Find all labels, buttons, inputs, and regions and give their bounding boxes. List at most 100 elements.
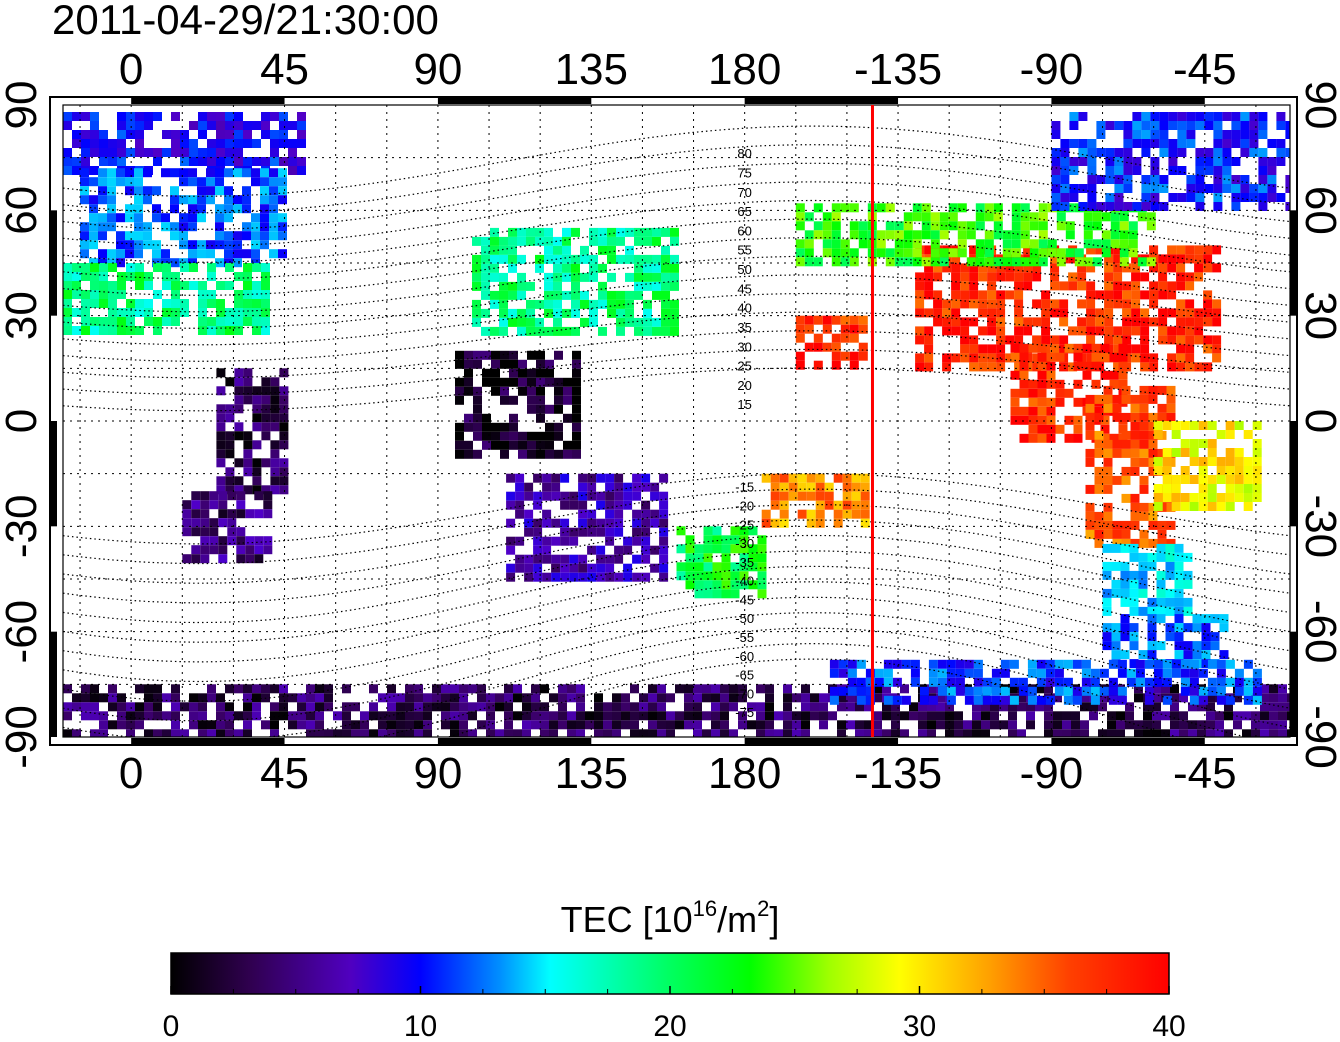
tec-cell [1096, 148, 1106, 157]
tec-cell [1009, 695, 1019, 705]
tec-cell [804, 315, 814, 325]
tec-cell [1056, 257, 1066, 267]
tec-cell [455, 395, 464, 405]
tec-cell [551, 491, 561, 501]
tec-cell [1167, 281, 1177, 291]
tec-cell [540, 702, 549, 712]
tec-cell [756, 702, 765, 712]
tec-cell [1149, 299, 1159, 309]
tec-cell [991, 695, 1001, 705]
tec-cell [234, 317, 243, 326]
tec-cell [945, 729, 954, 737]
tec-cell [1100, 433, 1110, 443]
tec-region-new-zealand [676, 526, 767, 599]
tec-cell [90, 166, 99, 175]
tec-cell [1153, 430, 1163, 439]
tec-cell [243, 485, 253, 495]
tec-cell [928, 677, 938, 687]
tec-cell [1141, 202, 1151, 211]
tec-cell [569, 491, 579, 501]
tec-cell [1123, 184, 1133, 193]
tec-cell [297, 693, 306, 703]
tec-cell [951, 254, 961, 264]
tec-cell [1086, 299, 1096, 309]
tec-cell [1073, 424, 1083, 434]
tec-cell [180, 729, 189, 737]
tec-cell [567, 729, 576, 737]
tec-cell [263, 545, 273, 555]
tec-cell [536, 440, 545, 450]
tec-cell [1080, 702, 1089, 712]
tec-cell [1185, 299, 1195, 309]
colorbar-tick-label: 20 [653, 1010, 686, 1042]
tec-cell [1204, 148, 1214, 157]
tec-cell [1185, 317, 1195, 327]
tec-cell [1044, 711, 1053, 721]
tec-cell [996, 299, 1006, 309]
tec-cell [892, 677, 902, 687]
tec-cell [587, 491, 597, 501]
tec-cell [1126, 677, 1136, 687]
tec-cell [831, 230, 841, 240]
tec-cell [948, 248, 958, 258]
tec-cell [1150, 130, 1160, 139]
tec-cell [1215, 711, 1224, 721]
tec-cell [1162, 466, 1172, 475]
tec-cell [288, 148, 297, 157]
tec-cell [576, 711, 585, 721]
tec-cell [937, 659, 947, 669]
tec-cell [563, 413, 572, 423]
tec-cell [522, 693, 531, 703]
tec-cell [1064, 415, 1074, 425]
tec-cell [1198, 502, 1208, 511]
tec-cell [1121, 475, 1131, 485]
tec-cell [405, 702, 414, 712]
tec-cell [1240, 184, 1250, 193]
tec-cell [509, 413, 518, 423]
tec-cell [533, 518, 543, 528]
tec-cell [813, 230, 823, 240]
tec-cell [1171, 659, 1181, 669]
tec-cell [1072, 695, 1082, 705]
tec-cell [387, 720, 396, 730]
tec-cell [278, 249, 287, 259]
tec-cell [536, 413, 545, 423]
tec-cell [670, 308, 679, 318]
tec-cell [1122, 317, 1132, 327]
tec-cell [792, 693, 801, 703]
tec-cell [1111, 561, 1121, 571]
tec-cell [1056, 248, 1066, 258]
lon-tick-top: -45 [1173, 45, 1237, 94]
tec-cell [693, 711, 702, 721]
tec-cell [1166, 403, 1176, 413]
mlat-contour [63, 550, 1290, 643]
tec-cell [1014, 290, 1024, 300]
tec-cell [216, 702, 225, 712]
tec-cell [1119, 257, 1129, 267]
tec-cell [632, 536, 642, 546]
tec-cell [423, 693, 432, 703]
tec-cell [162, 711, 171, 721]
tec-cell [648, 684, 657, 694]
tec-cell [1139, 511, 1149, 521]
tec-cell [1198, 421, 1208, 430]
tec-cell [991, 686, 1001, 696]
tec-cell [135, 112, 144, 121]
tec-cell [1037, 379, 1047, 389]
tec-cell [1152, 684, 1161, 694]
tec-cell [531, 720, 540, 730]
tec-cell [1116, 720, 1125, 730]
tec-cell [508, 227, 517, 237]
tec-cell [558, 702, 567, 712]
tec-cell [542, 536, 552, 546]
lon-tick-top: 90 [413, 45, 462, 94]
tec-cell [1170, 711, 1179, 721]
tec-cell [1072, 686, 1082, 696]
tec-cell [1252, 475, 1262, 484]
tec-cell [1138, 552, 1148, 562]
tec-cell [216, 693, 225, 703]
tec-cell [1073, 415, 1083, 425]
tec-cell [1139, 403, 1149, 413]
tec-cell [207, 148, 216, 157]
